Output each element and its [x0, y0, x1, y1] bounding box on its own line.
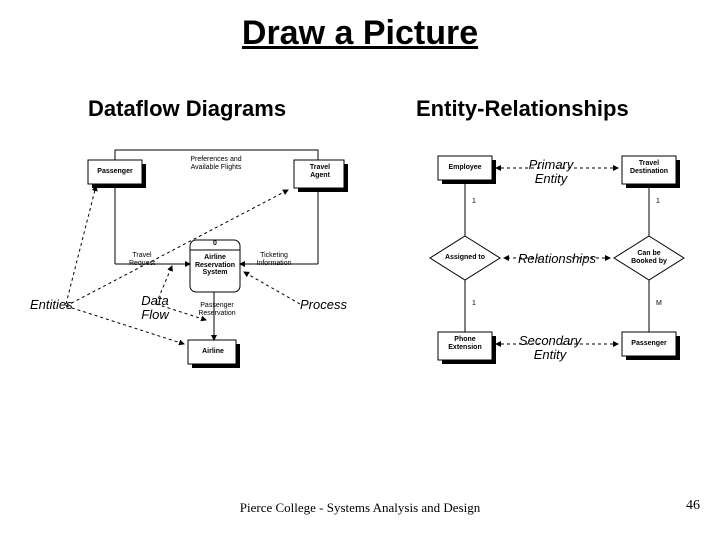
- note-dataflow: Data Flow: [130, 294, 180, 323]
- slide: Draw a Picture Dataflow Diagrams Entity-…: [0, 0, 720, 540]
- label-flow-travel-request: Travel Request: [122, 252, 162, 267]
- label-airline: Airline: [192, 348, 234, 356]
- card-1c: 1: [656, 198, 660, 206]
- label-employee: Employee: [440, 164, 490, 172]
- note-primary-entity: Primary Entity: [516, 158, 586, 187]
- label-phone-ext: Phone Extension: [440, 336, 490, 351]
- card-M: M: [656, 300, 662, 308]
- label-passenger: Passenger: [92, 168, 138, 176]
- label-travel-dest: Travel Destination: [624, 160, 674, 175]
- label-flow-ticketing: Ticketing Information: [246, 252, 302, 267]
- label-flow-reservation: Passenger Reservation: [192, 302, 242, 317]
- label-flow-prefs: Preferences and Available Flights: [176, 156, 256, 171]
- note-entities: Entities: [30, 298, 90, 312]
- label-booked-by: Can be Booked by: [620, 250, 678, 265]
- note-relationships: Relationships: [512, 252, 602, 266]
- label-process-id: 0: [190, 240, 240, 248]
- note-secondary-entity: Secondary Entity: [510, 334, 590, 363]
- card-1b: 1: [472, 300, 476, 308]
- card-1a: 1: [472, 198, 476, 206]
- label-erd-passenger: Passenger: [624, 340, 674, 348]
- note-process: Process: [300, 298, 360, 312]
- label-travel-agent: Travel Agent: [298, 164, 342, 179]
- label-process-name: Airline Reservation System: [190, 254, 240, 277]
- diagram-canvas: [0, 0, 720, 540]
- label-assigned-to: Assigned to: [436, 254, 494, 262]
